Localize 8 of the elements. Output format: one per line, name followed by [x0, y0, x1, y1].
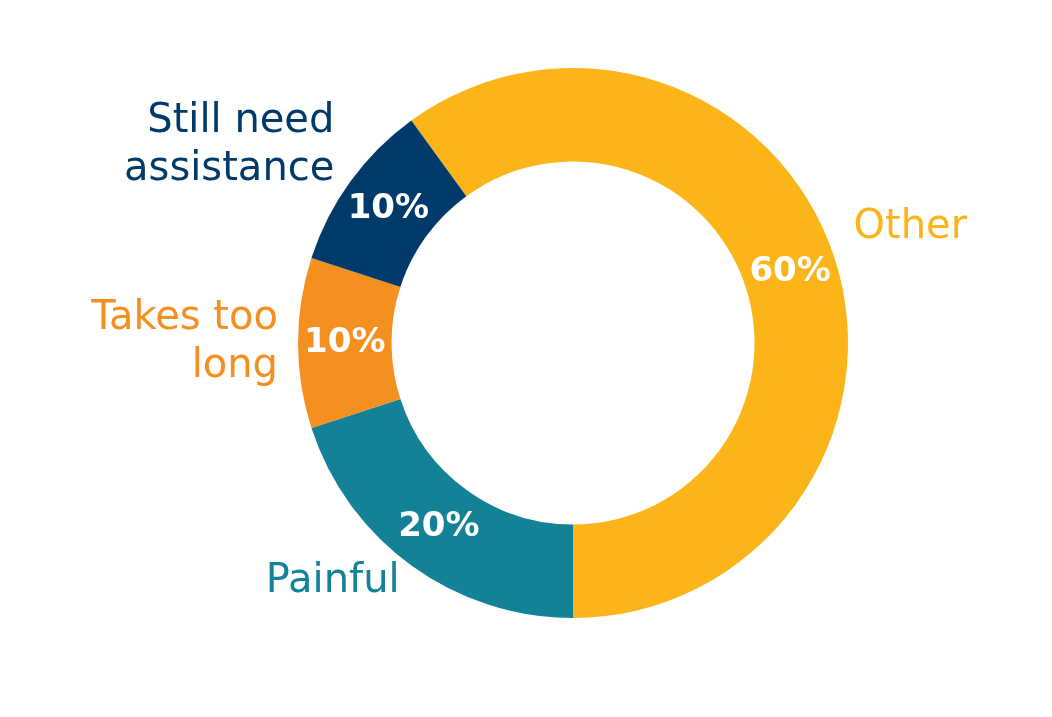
slice-label: Takes too long	[90, 292, 278, 387]
slice-label: Painful	[265, 555, 400, 602]
data-label: 10%	[304, 319, 386, 360]
data-label: 20%	[398, 504, 480, 545]
data-label: 60%	[749, 249, 831, 290]
data-label: 10%	[347, 185, 430, 226]
slice-label: Other	[853, 201, 968, 248]
slice-label: Still need assistance	[124, 94, 335, 189]
